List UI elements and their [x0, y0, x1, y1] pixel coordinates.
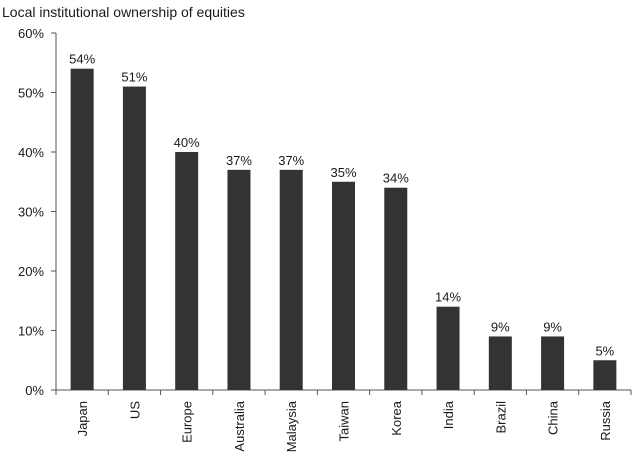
data-label: 51% — [121, 70, 147, 85]
data-label: 54% — [69, 52, 95, 67]
x-tick-label: Taiwan — [337, 401, 352, 441]
x-tick-label: Korea — [389, 400, 404, 435]
bar-us — [122, 86, 146, 391]
data-label: 5% — [595, 343, 614, 358]
data-label: 40% — [174, 135, 200, 150]
bar-europe — [175, 152, 199, 390]
bar-brazil — [488, 336, 512, 390]
chart-title: Local institutional ownership of equitie… — [2, 4, 245, 20]
y-tick-label: 20% — [18, 264, 44, 279]
x-tick-label: US — [127, 401, 142, 419]
data-label: 9% — [491, 319, 510, 334]
bar-russia — [593, 360, 617, 390]
x-tick-label: China — [546, 400, 561, 435]
bar-malaysia — [279, 169, 303, 390]
y-tick-label: 50% — [18, 86, 44, 101]
y-tick-label: 10% — [18, 324, 44, 339]
x-tick-label: Japan — [75, 401, 90, 436]
bar-china — [541, 336, 565, 390]
data-label: 34% — [383, 171, 409, 186]
x-tick-label: Europe — [180, 401, 195, 443]
y-tick-label: 40% — [18, 145, 44, 160]
data-label: 37% — [278, 153, 304, 168]
x-tick-label: India — [441, 400, 456, 429]
data-label: 9% — [543, 319, 562, 334]
x-tick-label: Australia — [232, 400, 247, 451]
bar-australia — [227, 169, 251, 390]
bar-japan — [70, 68, 94, 390]
bar-taiwan — [332, 181, 355, 390]
y-tick-label: 0% — [25, 383, 44, 398]
x-tick-label: Brazil — [493, 401, 508, 434]
x-tick-label: Russia — [598, 400, 613, 441]
y-tick-label: 30% — [18, 205, 44, 220]
data-label: 14% — [435, 290, 461, 305]
data-label: 37% — [226, 153, 252, 168]
bar-korea — [384, 187, 408, 390]
x-tick-label: Malaysia — [284, 400, 299, 452]
data-label: 35% — [330, 165, 356, 180]
y-tick-label: 60% — [18, 26, 44, 41]
bar-india — [436, 306, 460, 390]
